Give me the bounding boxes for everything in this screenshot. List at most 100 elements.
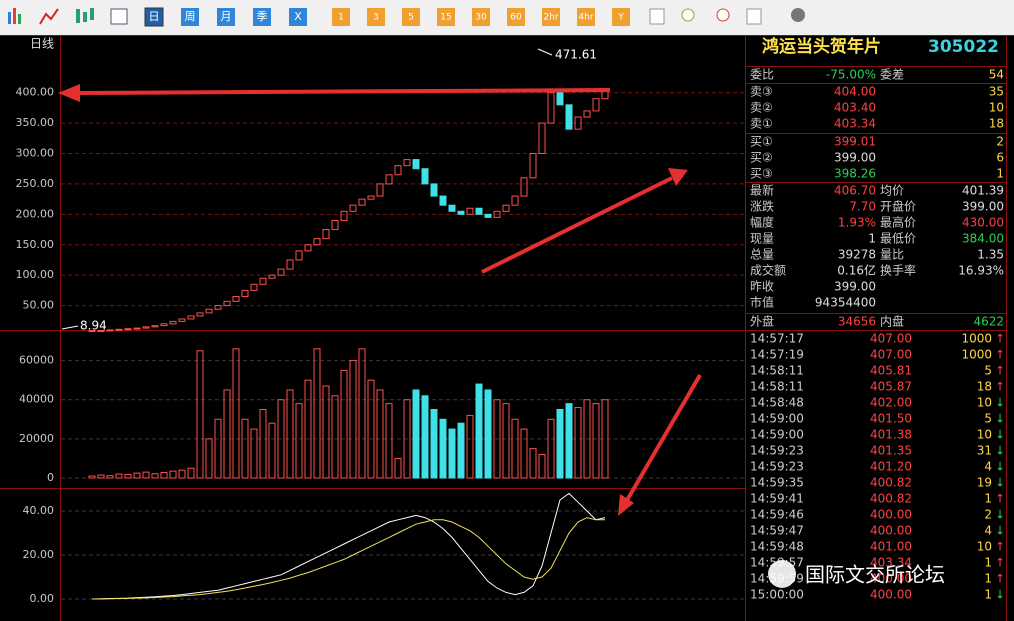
candle: [187, 315, 195, 320]
candle: [340, 210, 348, 221]
period-button[interactable]: [253, 8, 271, 26]
quote-cell: 市值: [750, 295, 774, 310]
volume-bar: [529, 448, 537, 479]
y-tick-label: 60000: [19, 354, 54, 367]
volume-bar: [295, 403, 303, 479]
y-tick-label: 250.00: [16, 177, 55, 190]
volume-bar: [286, 389, 294, 479]
y-tick-label: 150.00: [16, 238, 55, 251]
quote-cell: 10: [977, 396, 992, 410]
interval-button-label[interactable]: Y: [617, 13, 624, 23]
interval-button-label[interactable]: 1: [338, 13, 344, 23]
period-button-label[interactable]: X: [294, 10, 302, 23]
volume-bar: [196, 350, 204, 479]
quote-cell: 400.00: [870, 572, 912, 586]
security-name: 鸿运当头贺年片: [762, 36, 881, 57]
quote-cell: 1000: [961, 332, 992, 346]
candle: [259, 277, 267, 285]
plots: 50.00 100.00 150.00 200.00 250.00 300.00 350.0…: [16, 86, 745, 605]
interval-button-label[interactable]: 2hr: [543, 13, 558, 23]
interval-button[interactable]: [542, 8, 560, 26]
quote-cell: 5: [984, 364, 992, 378]
candle: [205, 308, 213, 314]
period-button[interactable]: [144, 7, 164, 27]
quote-cell: 400.00: [870, 524, 912, 538]
quote-cell: 399.00: [834, 151, 876, 165]
candle: [304, 244, 312, 252]
candle: [88, 330, 96, 333]
period-button[interactable]: [181, 8, 199, 26]
interval-button[interactable]: [367, 8, 385, 26]
quote-cell: 399.01: [834, 135, 876, 149]
interval-button-label[interactable]: 5: [408, 13, 414, 23]
volume-bar: [556, 409, 564, 479]
quote-cell: 1: [868, 232, 876, 246]
volume-bar: [250, 428, 258, 479]
quote-cell: 14:59:46: [750, 508, 804, 522]
volume-bar: [142, 471, 150, 479]
quote-cell: 14:59:47: [750, 524, 804, 538]
quote-cell: 委比: [750, 68, 774, 82]
candle: [538, 122, 546, 155]
interval-button[interactable]: [612, 8, 630, 26]
quote-cell: 14:58:48: [750, 396, 804, 410]
period-button-label[interactable]: 月: [221, 10, 232, 23]
volume-bar: [358, 348, 366, 479]
volume-bar: [583, 399, 591, 479]
candle: [511, 195, 519, 206]
quote-cell: ↓: [995, 524, 1005, 538]
y-tick-label: 40.00: [23, 504, 55, 517]
candle: [133, 327, 141, 330]
quote-cell: 398.26: [834, 167, 876, 181]
interval-button-label[interactable]: 60: [510, 13, 522, 23]
quote-cell: 403.40: [834, 101, 876, 115]
interval-button-label[interactable]: 15: [440, 13, 451, 23]
volume-bar: [376, 389, 384, 479]
period-button[interactable]: [289, 8, 307, 26]
quote-cell: 14:59:00: [750, 412, 804, 426]
volume-bar: [313, 348, 321, 479]
chart-area: [0, 35, 745, 621]
quote-cell: 400.00: [870, 588, 912, 602]
quote-cell: 15:00:00: [750, 588, 804, 602]
quote-cell: ↓: [995, 460, 1005, 474]
candle: [439, 195, 447, 206]
interval-button-label[interactable]: 4hr: [578, 13, 593, 23]
quote-cell: 1.35: [977, 248, 1004, 262]
quote-cell: 幅度: [750, 215, 774, 230]
period-button[interactable]: [217, 8, 235, 26]
quote-cell: 403.34: [834, 117, 876, 131]
interval-button-label[interactable]: 3: [373, 13, 379, 23]
candle: [565, 104, 573, 130]
interval-button[interactable]: [437, 8, 455, 26]
interval-button[interactable]: [507, 8, 525, 26]
interval-button[interactable]: [332, 8, 350, 26]
quote-cell: 401.38: [870, 428, 912, 442]
quote-cell: 1: [984, 492, 992, 506]
volume-bar: [106, 475, 114, 479]
quote-cell: 2: [984, 508, 992, 522]
interval-button[interactable]: [402, 8, 420, 26]
volume-bar: [565, 403, 573, 479]
candle: [250, 283, 258, 291]
annotation-arrows: [58, 84, 702, 516]
period-button-label[interactable]: 季: [257, 10, 268, 23]
period-button-label[interactable]: 周: [185, 10, 196, 23]
interval-button[interactable]: [472, 8, 490, 26]
quote-cell: 34656: [838, 315, 876, 329]
quote-cell: 1: [996, 167, 1004, 181]
quote-cell: 涨跌: [750, 199, 774, 214]
period-button-label[interactable]: 日: [149, 10, 160, 23]
quote-cell: ↓: [995, 508, 1005, 522]
quote-cell: 换手率: [880, 263, 916, 278]
interval-button[interactable]: [577, 8, 595, 26]
candle: [529, 153, 537, 179]
panel-borders: [0, 35, 1014, 621]
candle: [466, 207, 474, 215]
quote-cell: 35: [989, 85, 1004, 99]
quote-cell: ↑: [995, 364, 1005, 378]
interval-button-label[interactable]: 30: [475, 13, 487, 23]
quote-cell: 10: [989, 101, 1004, 115]
period-label: 日线: [30, 37, 54, 51]
quote-cell: 10: [977, 428, 992, 442]
